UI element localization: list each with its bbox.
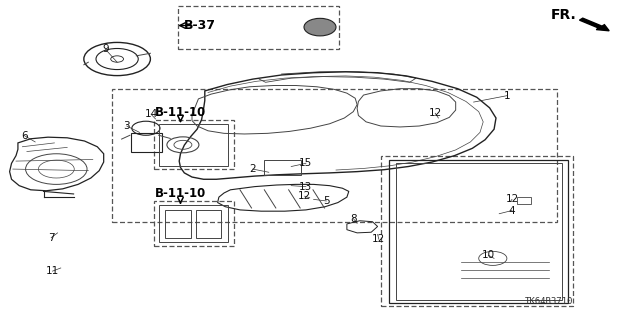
Text: B-37: B-37	[184, 19, 216, 32]
Bar	[396, 163, 562, 300]
Text: B-11-10: B-11-10	[155, 106, 206, 119]
Bar	[131, 133, 162, 152]
Bar	[389, 160, 568, 303]
Text: 14: 14	[145, 109, 157, 119]
Text: 12: 12	[506, 194, 518, 204]
Text: 13: 13	[300, 182, 312, 192]
Text: 12: 12	[298, 191, 311, 201]
Text: 10: 10	[482, 250, 495, 260]
Text: 8: 8	[350, 213, 356, 224]
Text: 7: 7	[48, 233, 54, 243]
Text: 12: 12	[372, 234, 385, 244]
Text: 6: 6	[21, 130, 28, 141]
FancyArrow shape	[579, 18, 609, 31]
Text: 4: 4	[509, 205, 515, 216]
Bar	[159, 124, 228, 166]
Text: FR.: FR.	[550, 8, 576, 22]
Bar	[159, 205, 228, 242]
Bar	[196, 210, 221, 238]
Text: 2: 2	[250, 164, 256, 174]
Text: 5: 5	[323, 196, 330, 206]
Text: 1: 1	[504, 91, 510, 101]
Bar	[517, 197, 531, 204]
Text: 3: 3	[124, 121, 130, 131]
Bar	[264, 160, 301, 175]
Ellipse shape	[304, 18, 336, 36]
Bar	[112, 89, 557, 222]
Text: 15: 15	[300, 158, 312, 168]
Text: 11: 11	[46, 266, 59, 276]
Text: 9: 9	[102, 44, 109, 55]
Text: B-11-10: B-11-10	[155, 188, 206, 200]
Bar	[381, 156, 573, 306]
Text: TK64B3710: TK64B3710	[525, 297, 573, 306]
Text: 12: 12	[429, 108, 442, 118]
Bar	[165, 210, 191, 238]
Bar	[154, 201, 234, 246]
Bar	[154, 120, 234, 169]
Bar	[178, 6, 339, 49]
